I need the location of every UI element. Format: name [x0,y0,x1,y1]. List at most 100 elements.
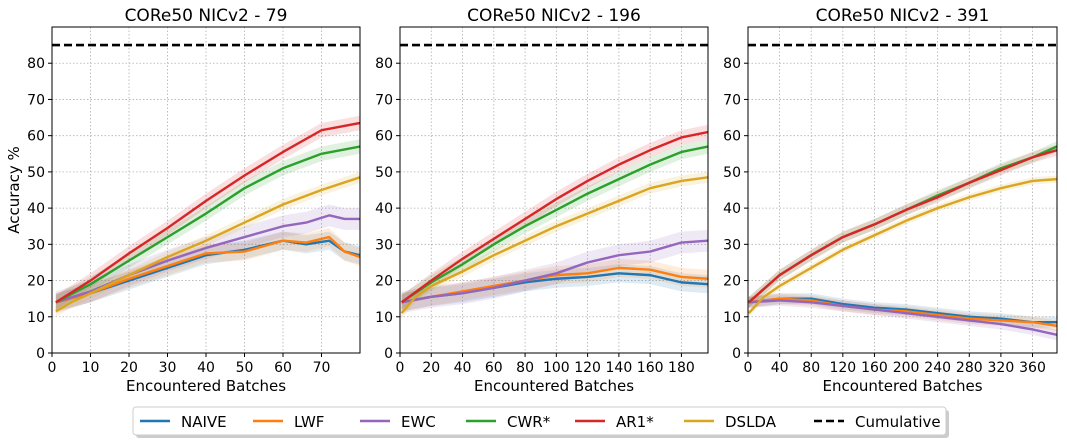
legend-label: Cumulative [855,413,941,431]
series-line-ewc [401,239,708,304]
series-band-dslda [55,171,360,317]
x-tick-label: 10 [82,360,100,376]
legend-label: CWR* [507,413,551,431]
series-line-ar1 [748,149,1057,304]
x-tick-label: 160 [861,360,888,376]
series-band-dslda [401,171,708,319]
series-band-ar1 [748,144,1057,308]
x-tick-label: 20 [422,360,440,376]
x-tick-label: 40 [197,360,215,376]
y-tick-label: 80 [27,56,45,72]
x-tick-label: 20 [120,360,138,376]
series-line-ar1 [55,121,360,304]
legend: NAIVE LWF EWC CWR* AR1* DSLDA Cumulative [132,406,949,438]
series-band-naive [401,264,708,312]
y-tick-label: 10 [375,310,393,326]
x-axis-label: Encountered Batches [126,377,286,395]
y-tick-label: 70 [375,92,393,108]
x-tick-label: 60 [274,360,292,376]
x-tick-label: 70 [313,360,331,376]
x-tick-label: 100 [543,360,570,376]
y-tick-label: 80 [723,56,741,72]
x-tick-label: 0 [48,360,57,376]
legend-label: DSLDA [725,413,777,431]
legend-label: NAIVE [181,413,227,431]
x-tick-label: 0 [744,360,753,376]
y-tick-label: 40 [375,201,393,217]
y-tick-label: 50 [723,165,741,181]
chart-panel-3: 0 40 80 120 160 200 240 280 320 360 0 10 20 30 40 50 60 7… [723,6,1058,395]
y-tick-label: 60 [375,129,393,145]
y-tick-label: 0 [732,346,741,362]
x-tick-label: 180 [668,360,695,376]
plot-area [52,43,360,317]
y-tick-label: 0 [36,346,45,362]
chart-title: CORe50 NICv2 - 79 [125,6,288,26]
y-tick-label: 20 [375,274,393,290]
y-tick-label: 20 [723,274,741,290]
y-tick-label: 40 [27,201,45,217]
series-line-dslda [748,177,1057,314]
x-tick-label: 80 [516,360,534,376]
y-tick-label: 20 [27,274,45,290]
series-band-ewc [55,204,360,314]
y-tick-label: 50 [375,165,393,181]
x-axis-label: Encountered Batches [474,377,634,395]
plot-frame [747,26,1058,354]
legend-label: AR1* [616,413,654,431]
y-tick-label: 30 [27,237,45,253]
y-tick-label: 30 [375,237,393,253]
x-axis-label: Encountered Batches [822,377,982,395]
series-band-ewc [401,229,708,314]
y-tick-label: 30 [723,237,741,253]
series-band-ar1 [55,115,360,310]
series-line-lwf [748,297,1057,328]
plot-frame [399,26,709,354]
x-tick-label: 120 [574,360,601,376]
x-tick-label: 40 [454,360,472,376]
series-line-lwf [55,235,360,304]
x-tick-label: 80 [802,360,820,376]
y-tick-label: 50 [27,165,45,181]
x-tick-label: 30 [159,360,177,376]
chart-title: CORe50 NICv2 - 196 [467,6,641,26]
series-band-cwr [748,141,1057,308]
series-band-ewc [748,295,1057,341]
x-tick-label: 200 [893,360,920,376]
series-line-ewc [748,299,1057,337]
y-tick-label: 10 [723,310,741,326]
series-band-ar1 [401,124,708,310]
y-tick-label: 40 [723,201,741,217]
series-band-lwf [401,258,708,312]
series-line-dslda [400,176,708,314]
x-tick-label: 320 [988,360,1015,376]
x-tick-label: 360 [1019,360,1046,376]
x-tick-label: 120 [829,360,856,376]
series-band-cwr [401,139,708,310]
chart-title: CORe50 NICv2 - 391 [816,6,990,26]
series-line-ar1 [400,130,708,304]
legend-label: EWC [401,413,436,431]
x-tick-label: 140 [606,360,633,376]
chart-panel-1: 0 10 20 30 40 50 60 70 0 10 20 30 40 50 60 70 80 CORe50 N… [5,6,361,395]
y-tick-label: 70 [27,92,45,108]
plot-area [400,43,708,319]
y-tick-label: 70 [723,92,741,108]
x-tick-label: 0 [396,360,405,376]
series-line-naive [748,297,1057,324]
y-tick-label: 60 [723,129,741,145]
y-tick-label: 0 [384,346,393,362]
x-tick-label: 240 [924,360,951,376]
x-tick-label: 280 [956,360,983,376]
chart-panel-2: 0 20 40 60 80 100 120 140 160 180 0 10 20 30 40 50 60 70 8… [375,6,709,395]
series-line-cwr [400,145,708,304]
legend-label: LWF [294,413,324,431]
series-line-cwr [55,145,360,304]
series-line-dslda [55,176,360,313]
plot-area [748,43,1057,341]
y-tick-label: 10 [27,310,45,326]
y-tick-label: 80 [375,56,393,72]
series-band-lwf [55,228,360,312]
y-axis-label: Accuracy % [5,146,23,234]
